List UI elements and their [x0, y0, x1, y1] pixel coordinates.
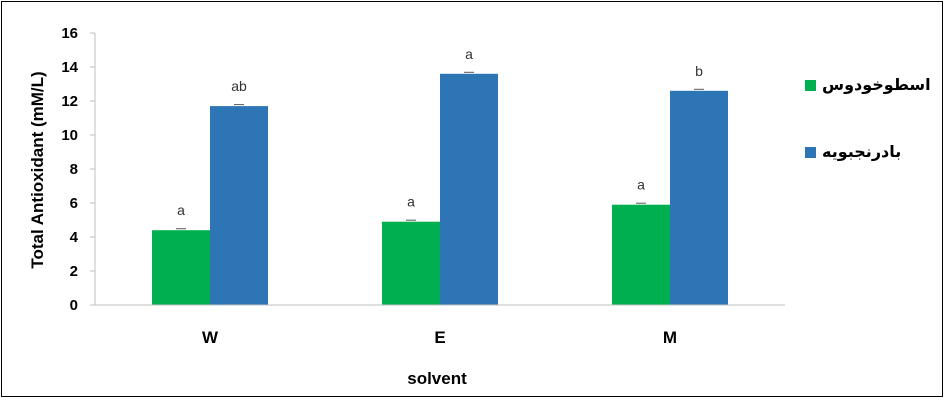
y-tick-label: 0 — [70, 297, 78, 314]
significance-letter: b — [695, 63, 703, 79]
legend-label: اسطوخودوس — [822, 75, 931, 94]
y-tick-label: 10 — [61, 127, 78, 144]
y-tick-label: 16 — [61, 25, 78, 42]
bar-E-series-1 — [382, 221, 440, 305]
y-tick-label: 12 — [61, 93, 78, 110]
legend-swatch — [805, 80, 816, 91]
legend-label: بادرنجبویه — [822, 142, 901, 161]
y-tick-label: 2 — [70, 263, 78, 280]
y-tick-label: 4 — [70, 229, 79, 246]
significance-letter: a — [637, 177, 645, 193]
significance-letter: a — [407, 194, 415, 210]
bar-M-series-2 — [670, 90, 728, 305]
legend-swatch — [805, 147, 816, 158]
significance-letter: a — [465, 46, 473, 62]
y-axis-title: Total Antioxidant (mM/L) — [28, 71, 47, 268]
x-tick-label: E — [434, 328, 445, 347]
x-tick-label: W — [202, 328, 219, 347]
bar-W-series-2 — [210, 106, 268, 305]
bar-M-series-1 — [612, 204, 670, 305]
x-axis-title: solvent — [407, 369, 467, 388]
bar-E-series-2 — [440, 73, 498, 305]
y-tick-label: 14 — [61, 59, 78, 76]
significance-letter: a — [177, 202, 185, 218]
x-tick-label: M — [663, 328, 677, 347]
y-tick-label: 8 — [70, 161, 78, 178]
y-tick-label: 6 — [70, 195, 78, 212]
legend: اسطوخودوس بادرنجبویه — [805, 75, 931, 161]
significance-letter: ab — [231, 78, 247, 94]
y-axis: 0 2 4 6 8 10 12 14 16 — [61, 25, 96, 314]
bar-W-series-1 — [152, 230, 210, 305]
